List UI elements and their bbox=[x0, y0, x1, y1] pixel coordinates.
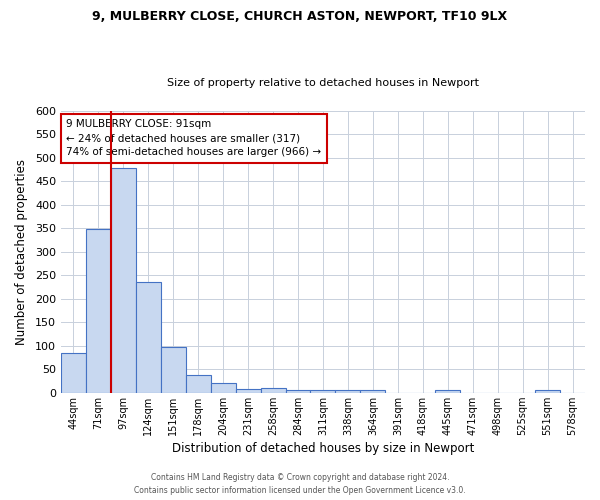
Bar bbox=[186, 376, 211, 393]
Bar bbox=[260, 388, 286, 393]
X-axis label: Distribution of detached houses by size in Newport: Distribution of detached houses by size … bbox=[172, 442, 474, 455]
Bar bbox=[111, 168, 136, 393]
Bar bbox=[211, 384, 236, 393]
Bar bbox=[86, 230, 111, 393]
Bar bbox=[161, 347, 186, 393]
Bar bbox=[335, 390, 361, 393]
Bar bbox=[61, 353, 86, 393]
Text: 9, MULBERRY CLOSE, CHURCH ASTON, NEWPORT, TF10 9LX: 9, MULBERRY CLOSE, CHURCH ASTON, NEWPORT… bbox=[92, 10, 508, 23]
Y-axis label: Number of detached properties: Number of detached properties bbox=[15, 159, 28, 345]
Bar bbox=[236, 388, 260, 393]
Bar bbox=[361, 390, 385, 393]
Text: 9 MULBERRY CLOSE: 91sqm
← 24% of detached houses are smaller (317)
74% of semi-d: 9 MULBERRY CLOSE: 91sqm ← 24% of detache… bbox=[66, 120, 321, 158]
Bar bbox=[286, 390, 310, 393]
Text: Contains HM Land Registry data © Crown copyright and database right 2024.
Contai: Contains HM Land Registry data © Crown c… bbox=[134, 474, 466, 495]
Bar bbox=[136, 282, 161, 393]
Bar bbox=[435, 390, 460, 393]
Bar bbox=[535, 390, 560, 393]
Bar bbox=[310, 390, 335, 393]
Title: Size of property relative to detached houses in Newport: Size of property relative to detached ho… bbox=[167, 78, 479, 88]
